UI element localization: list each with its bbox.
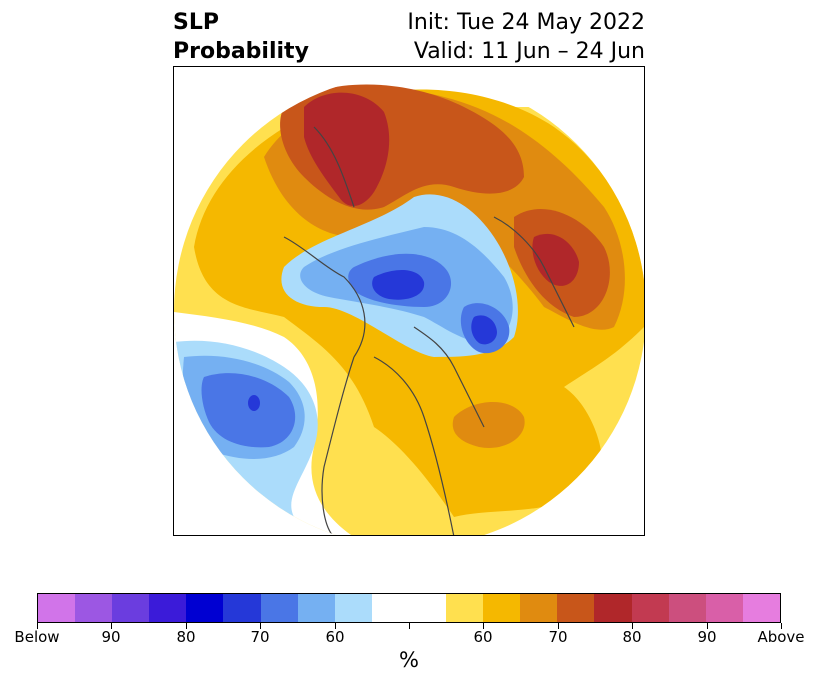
colorbar-tick-label: 80 (622, 628, 642, 646)
colorbar-segment (446, 594, 484, 622)
map-canvas (174, 84, 644, 535)
colorbar-tick (707, 623, 708, 629)
colorbar-segment (668, 594, 706, 622)
colorbar-segment (75, 594, 113, 622)
probability-map (173, 66, 645, 536)
colorbar-segment (334, 594, 372, 622)
colorbar-segment (149, 594, 187, 622)
colorbar-tick-label: 80 (176, 628, 196, 646)
colorbar-segment (371, 594, 409, 622)
colorbar-tick-label: 70 (548, 628, 568, 646)
title-variable: SLP (173, 10, 219, 35)
colorbar-segment (631, 594, 669, 622)
east-asia-core-above (532, 233, 579, 286)
init-date: Init: Tue 24 May 2022 (407, 10, 645, 35)
colorbar-tick (335, 623, 336, 629)
colorbar-tick-label: Above (757, 628, 805, 646)
colorbar-tick (111, 623, 112, 629)
north-pacific-strong-below (201, 373, 296, 448)
colorbar-segment (297, 594, 335, 622)
colorbar-segment (705, 594, 743, 622)
colorbar-segment (223, 594, 261, 622)
colorbar-unit: % (399, 648, 419, 672)
title-metric: Probability (173, 39, 309, 64)
forecast-info: Init: Tue 24 May 2022 Valid: 11 Jun – 24… (407, 8, 645, 66)
colorbar-tick-label: 60 (473, 628, 493, 646)
coastlines (283, 126, 575, 535)
colorbar-tick (781, 623, 782, 629)
colorbar-tick (558, 623, 559, 629)
colorbar-segment (557, 594, 595, 622)
colorbar-tick (37, 623, 38, 629)
colorbar-tick (409, 623, 410, 629)
colorbar (37, 593, 781, 623)
colorbar-segment (112, 594, 150, 622)
colorbar-tick (483, 623, 484, 629)
atlantic-moderate-above (452, 402, 525, 448)
north-pacific-core-below (248, 395, 260, 411)
greenland-core-below (471, 315, 497, 345)
colorbar-segment (38, 594, 76, 622)
map-title: SLP Probability (173, 8, 309, 66)
colorbar-tick (260, 623, 261, 629)
colorbar-segment (186, 594, 224, 622)
colorbar-segment (483, 594, 521, 622)
arctic-core-below (372, 270, 425, 300)
europe-core-above (304, 92, 390, 207)
colorbar-tick-label: Below (14, 628, 60, 646)
colorbar-tick (632, 623, 633, 629)
colorbar-segment (594, 594, 632, 622)
colorbar-tick-label: 90 (101, 628, 121, 646)
colorbar-segment (260, 594, 298, 622)
valid-range: Valid: 11 Jun – 24 Jun (413, 39, 645, 64)
colorbar-segment (408, 594, 447, 622)
colorbar-tick (186, 623, 187, 629)
colorbar-tick-label: 70 (250, 628, 270, 646)
colorbar-segment (520, 594, 558, 622)
colorbar-tick-label: 60 (325, 628, 345, 646)
colorbar-tick-label: 90 (697, 628, 717, 646)
colorbar-segment (742, 594, 780, 622)
